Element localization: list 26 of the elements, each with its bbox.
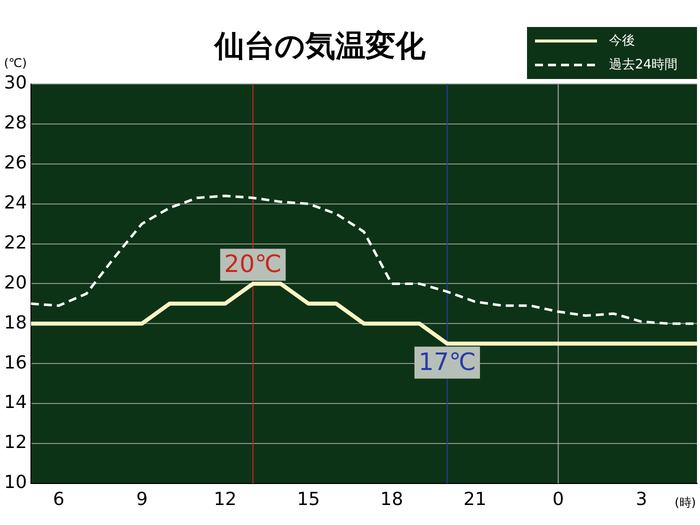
x-axis-title: (時) [674, 496, 696, 510]
y-tick-label: 18 [4, 312, 27, 334]
y-tick-label: 26 [4, 152, 27, 174]
y-tick-label: 14 [4, 392, 27, 414]
y-tick-label: 10 [4, 472, 27, 494]
y-tick-label: 16 [4, 352, 27, 374]
y-tick-label: 12 [4, 432, 27, 454]
y-axis-title: (℃) [4, 56, 27, 70]
x-tick-label: 9 [136, 488, 148, 510]
x-tick-label: 6 [52, 488, 64, 510]
legend-label: 今後 [609, 33, 635, 48]
y-tick-label: 30 [4, 72, 27, 94]
y-tick-label: 22 [4, 232, 27, 254]
legend-label: 過去24時間 [609, 57, 678, 72]
x-tick-label: 18 [380, 488, 404, 510]
x-tick-label: 21 [464, 488, 486, 510]
annotation: 17℃ [418, 348, 476, 376]
chart-title: 仙台の気温変化 [214, 28, 426, 64]
y-tick-label: 20 [4, 272, 27, 294]
x-tick-label: 0 [552, 488, 564, 510]
x-tick-label: 3 [636, 488, 648, 510]
annotation: 20℃ [224, 250, 282, 278]
y-tick-label: 28 [4, 112, 27, 134]
x-tick-label: 12 [214, 488, 237, 510]
x-tick-label: 15 [296, 488, 320, 510]
y-tick-label: 24 [4, 192, 27, 214]
